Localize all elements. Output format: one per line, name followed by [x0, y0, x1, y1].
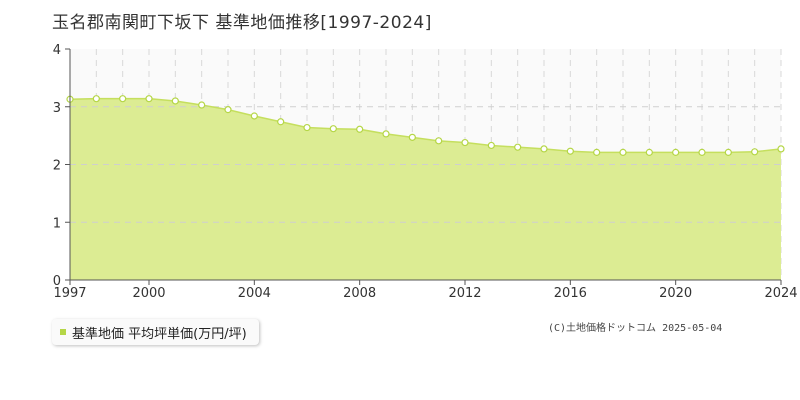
legend-marker: [60, 329, 66, 335]
x-tick-label: 2012: [448, 286, 481, 301]
data-point: [672, 148, 680, 156]
y-tick-label: 3: [53, 101, 61, 116]
y-tick-label: 0: [53, 274, 61, 289]
data-point: [92, 95, 100, 103]
data-point: [408, 133, 416, 141]
x-tick-label: 2004: [238, 286, 271, 301]
data-point: [540, 145, 548, 153]
data-point: [224, 106, 232, 114]
legend-label: 基準地価 平均坪単価(万円/坪): [72, 326, 247, 342]
legend[interactable]: 基準地価 平均坪単価(万円/坪): [52, 319, 259, 345]
x-tick-label: 2008: [343, 286, 376, 301]
y-tick-label: 2: [53, 159, 61, 174]
series-area: [70, 98, 781, 280]
data-point: [329, 125, 337, 133]
x-tick-label: 2000: [132, 286, 165, 301]
x-tick-label: 1997: [53, 286, 86, 301]
data-point: [698, 148, 706, 156]
data-point: [566, 147, 574, 155]
data-point: [593, 148, 601, 156]
data-point: [461, 138, 469, 147]
data-point: [145, 95, 153, 103]
data-point: [724, 148, 732, 156]
chart-title: 玉名郡南関町下坂下 基準地価推移[1997-2024]: [52, 13, 432, 33]
data-point: [751, 148, 759, 156]
y-tick-label: 4: [53, 43, 61, 58]
data-point: [250, 112, 258, 120]
data-point: [777, 145, 785, 153]
data-point: [619, 148, 627, 156]
data-point: [382, 130, 390, 138]
y-tick-label: 1: [53, 216, 61, 231]
x-tick-label: 2020: [659, 286, 692, 301]
data-point: [487, 141, 495, 150]
data-point: [514, 143, 522, 151]
data-point: [119, 95, 127, 103]
data-point: [645, 148, 653, 156]
x-tick-label: 2024: [764, 286, 797, 301]
x-tick-label: 2016: [554, 286, 587, 301]
data-point: [303, 123, 311, 132]
data-point: [171, 97, 179, 105]
data-point: [277, 118, 285, 126]
data-point: [435, 137, 443, 145]
data-point: [356, 125, 364, 133]
credit-text: (C)土地価格ドットコム 2025-05-04: [548, 323, 723, 334]
series-line: [69, 97, 782, 154]
data-point: [198, 101, 206, 109]
